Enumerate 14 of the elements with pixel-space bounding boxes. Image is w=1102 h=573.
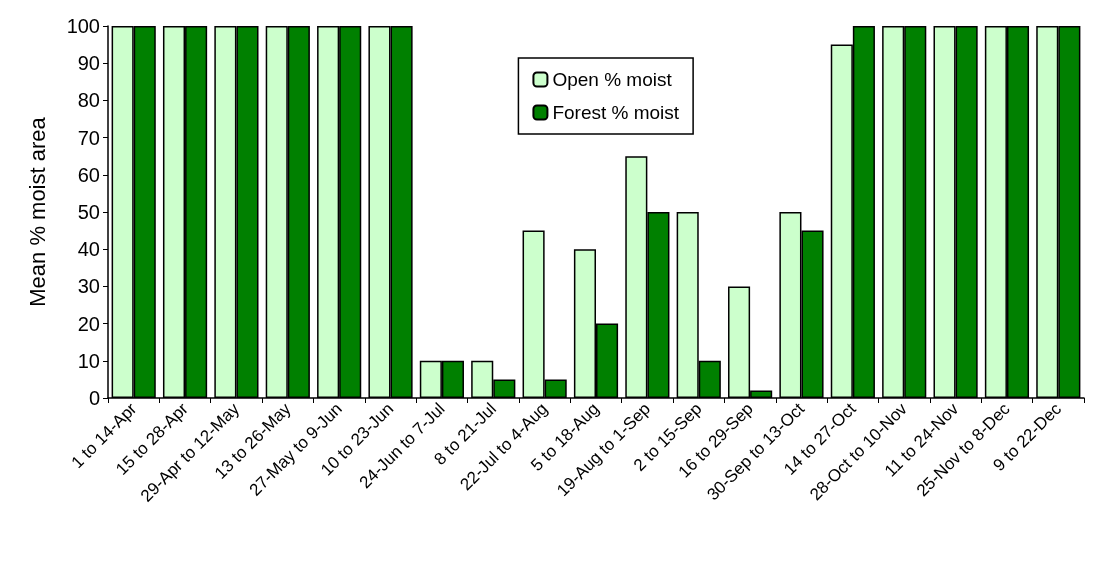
legend-label: Open % moist xyxy=(552,69,673,90)
y-tick-label: 80 xyxy=(77,89,100,112)
y-tick-label: 10 xyxy=(77,349,100,372)
y-axis-title: Mean % moist area xyxy=(24,116,50,307)
y-tick-label: 20 xyxy=(77,312,100,335)
y-tick-label: 100 xyxy=(66,15,100,37)
y-tick-label: 70 xyxy=(77,126,100,149)
y-tick-label: 0 xyxy=(88,387,100,409)
y-tick-label: 60 xyxy=(77,163,100,186)
y-tick-label: 40 xyxy=(77,238,100,261)
legend-label: Forest % moist xyxy=(552,102,680,123)
y-tick-label: 50 xyxy=(77,201,100,223)
y-tick-label: 90 xyxy=(77,52,100,75)
y-tick-label: 30 xyxy=(77,275,100,298)
